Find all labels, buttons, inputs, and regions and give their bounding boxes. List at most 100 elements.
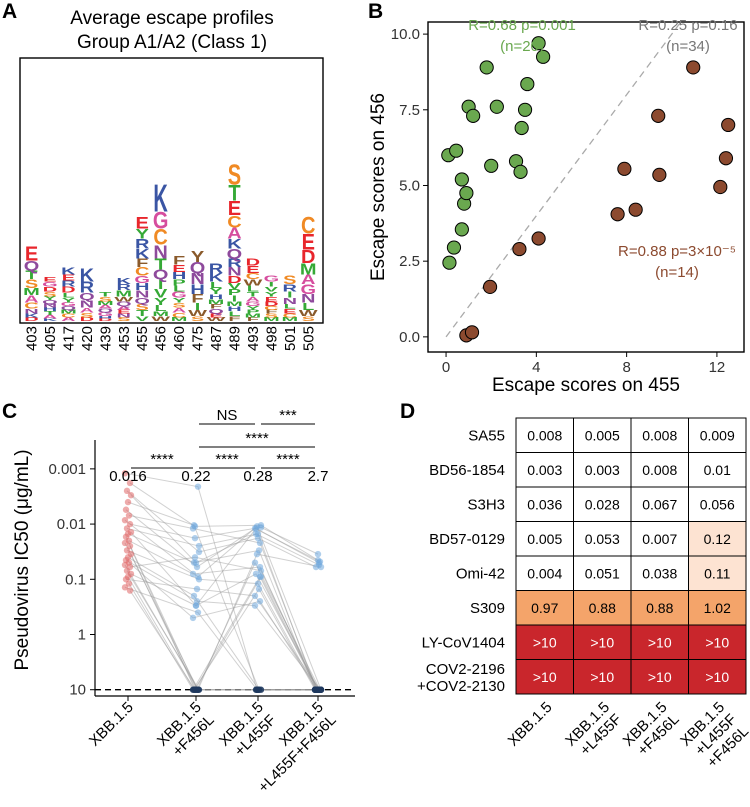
logo-letter: Q — [153, 267, 169, 282]
ic50-dot — [121, 584, 129, 591]
brown-scatter-point — [713, 179, 728, 195]
logo-letter: S — [43, 290, 56, 298]
logo-letter: A — [24, 294, 39, 305]
ic50-dot — [125, 512, 133, 519]
table-cell-value: 0.88 — [589, 600, 616, 616]
logo-letter: D — [98, 318, 112, 322]
logo-letter: Q — [61, 306, 77, 312]
geomean-label: 0.016 — [109, 468, 147, 485]
logo-letter: N — [135, 289, 149, 300]
logo-letter: R — [61, 279, 75, 288]
logo-letter: W — [243, 278, 263, 287]
logo-letter: N — [283, 297, 297, 306]
logo-letter: M — [152, 310, 169, 318]
logo-site-label: 420 — [79, 326, 96, 351]
logo-letter: K — [117, 277, 131, 286]
green-scatter-point — [536, 49, 551, 64]
logo-site-label: 453 — [116, 326, 133, 351]
logo-letter: H — [172, 271, 186, 282]
table-cell-value: 0.028 — [585, 496, 620, 512]
table-column-line: XBB.1.5 — [505, 699, 556, 750]
significance-label: **** — [276, 451, 300, 468]
ic50-dot — [121, 516, 129, 524]
logo-letter: E — [172, 263, 185, 274]
logo-letter: A — [227, 225, 242, 242]
table-cell-value: 0.005 — [585, 427, 620, 443]
logo-letter: E — [62, 273, 75, 282]
table-cell-value: 0.009 — [700, 427, 735, 443]
scatter-ytick-label: 5.0 — [399, 177, 420, 194]
logo-letter: I — [269, 281, 275, 289]
ic50-sample-line — [124, 586, 321, 691]
logo-letter: W — [188, 309, 208, 318]
green-scatter-point — [454, 172, 469, 187]
logo-letter: C — [61, 313, 76, 319]
ic50-dot — [191, 554, 199, 561]
ic50-dot — [122, 506, 130, 513]
green-scatter-point — [517, 102, 533, 117]
green-scatter-point — [446, 240, 462, 255]
table-cell-value: >10 — [533, 634, 557, 650]
logo-letter: G — [245, 300, 261, 308]
logo-letter: F — [265, 309, 277, 315]
logo-letter: K — [153, 176, 168, 220]
logo-letter: L — [210, 281, 222, 290]
logo-letter: G — [153, 207, 169, 234]
logo-letter: Q — [116, 300, 132, 308]
brown-scatter-point — [482, 279, 498, 295]
logo-letter: S — [191, 315, 204, 323]
ic50-dot — [195, 576, 203, 583]
logo-letter: R — [227, 257, 242, 270]
logo-site-label: 487 — [208, 326, 225, 351]
table-cell-value: 0.007 — [642, 531, 677, 547]
logo-letter: R — [135, 237, 149, 252]
scatter-xlabel: Escape scores on 455 — [492, 375, 680, 396]
ic50-dot — [126, 479, 134, 487]
table-cell-value: 0.97 — [531, 600, 558, 616]
logo-letter: M — [226, 300, 243, 308]
green-correlation-line2: (n=20) — [500, 38, 544, 55]
logo-letter: Q — [190, 259, 206, 276]
brown-scatter-point — [464, 325, 480, 340]
logo-letter: N — [24, 308, 38, 316]
table-cell-value: >10 — [648, 669, 672, 685]
logo-letter: C — [301, 212, 316, 239]
logo-letter: V — [154, 288, 167, 301]
table-cell — [573, 659, 632, 695]
ic50-dot — [317, 563, 325, 571]
logo-letter: L — [62, 292, 74, 300]
green-scatter-point — [466, 108, 481, 123]
scatter-xtick-label: 0 — [442, 359, 450, 376]
logo-letter: T — [247, 290, 259, 298]
significance-label: **** — [150, 451, 174, 468]
table-cell — [630, 659, 689, 695]
ic50-sample-line — [127, 556, 315, 691]
logo-letter: H — [98, 316, 112, 320]
green-scatter-point — [442, 255, 457, 270]
panel-label-a: A — [2, 0, 17, 23]
ic50-dot — [127, 492, 135, 499]
table-cell-value: 0.036 — [527, 496, 562, 512]
logo-letter: E — [25, 244, 38, 266]
overall-correlation-line1: R=0.25 p=0.16 — [638, 17, 737, 34]
logo-letter: Q — [98, 308, 114, 314]
logo-site-label: 439 — [97, 326, 114, 351]
table-cell — [688, 417, 747, 453]
geomean-label: 2.7 — [308, 468, 329, 485]
logo-letter: S — [283, 274, 296, 287]
table-cell-value: 0.003 — [585, 462, 620, 478]
logo-letter: K — [135, 246, 150, 261]
logo-letter: M — [97, 301, 114, 307]
ic50-ylabel: Pseudovirus IC50 (μg/mL) — [12, 449, 33, 670]
table-cell — [573, 452, 632, 488]
brown-scatter-point — [617, 161, 632, 176]
ic50-ytick-label: 0.001 — [48, 461, 86, 478]
logo-letter: L — [155, 304, 167, 313]
ic50-dot — [254, 580, 262, 587]
logo-letter: Y — [246, 306, 260, 312]
logo-letter: C — [153, 226, 167, 250]
logo-letter: Y — [191, 248, 204, 265]
logo-letter: C — [24, 302, 38, 311]
logo-letter: I — [195, 302, 201, 313]
